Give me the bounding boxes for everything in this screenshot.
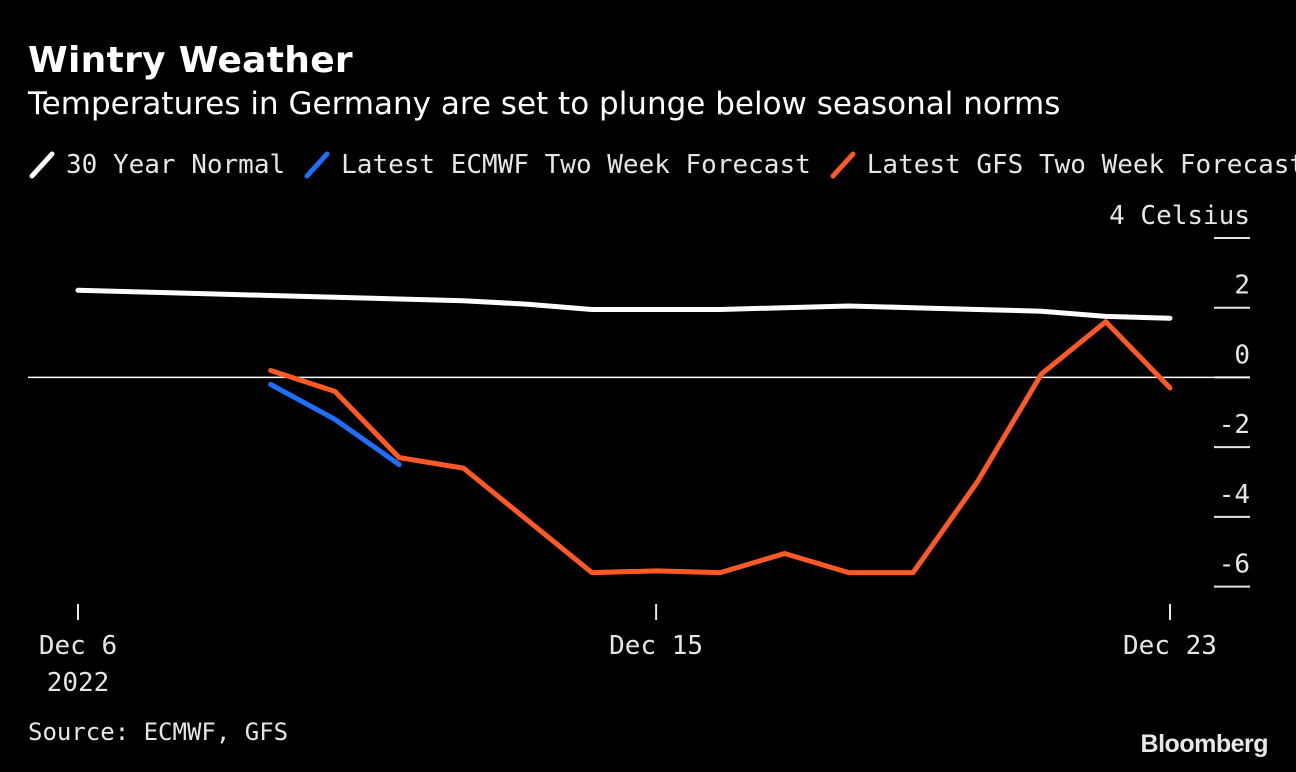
source-note: Source: ECMWF, GFS — [28, 718, 289, 746]
x-tick-label: Dec 15 — [609, 631, 703, 661]
legend-item-ecmwf: Latest ECMWF Two Week Forecast — [303, 150, 811, 180]
chart-subtitle: Temperatures in Germany are set to plung… — [28, 86, 1061, 122]
legend-swatch-line — [830, 151, 856, 179]
y-tick-label: 2 — [1234, 271, 1250, 301]
x-tick-label: Dec 23 — [1123, 631, 1217, 661]
legend-label-ecmwf: Latest ECMWF Two Week Forecast — [341, 150, 811, 180]
bloomberg-logo: Bloomberg — [1140, 730, 1269, 758]
series-line-2 — [268, 319, 1173, 576]
y-tick-label: 0 — [1234, 340, 1250, 370]
x-tick-label: 2022 — [47, 668, 110, 698]
legend-swatch-ecmwf — [304, 151, 330, 179]
y-tick-label: -2 — [1219, 410, 1250, 440]
legend-item-gfs: Latest GFS Two Week Forecast — [829, 150, 1296, 180]
y-tick-label: -4 — [1219, 480, 1250, 510]
legend-label-gfs: Latest GFS Two Week Forecast — [866, 150, 1296, 180]
series-line-0 — [75, 287, 1173, 321]
legend-item-normal: 30 Year Normal — [28, 150, 285, 180]
legend-swatch-line — [29, 151, 55, 179]
legend: 30 Year Normal Latest ECMWF Two Week For… — [28, 150, 1296, 180]
legend-swatch-normal — [29, 151, 55, 179]
y-tick-label: 4 Celsius — [1109, 201, 1250, 231]
x-tick-label: Dec 6 — [39, 631, 117, 661]
series-line-1 — [268, 381, 402, 468]
legend-swatch-line — [304, 151, 330, 179]
y-tick-label: -6 — [1219, 550, 1250, 580]
chart-title: Wintry Weather — [28, 40, 353, 81]
legend-swatch-gfs — [830, 151, 856, 179]
legend-label-normal: 30 Year Normal — [66, 150, 286, 180]
